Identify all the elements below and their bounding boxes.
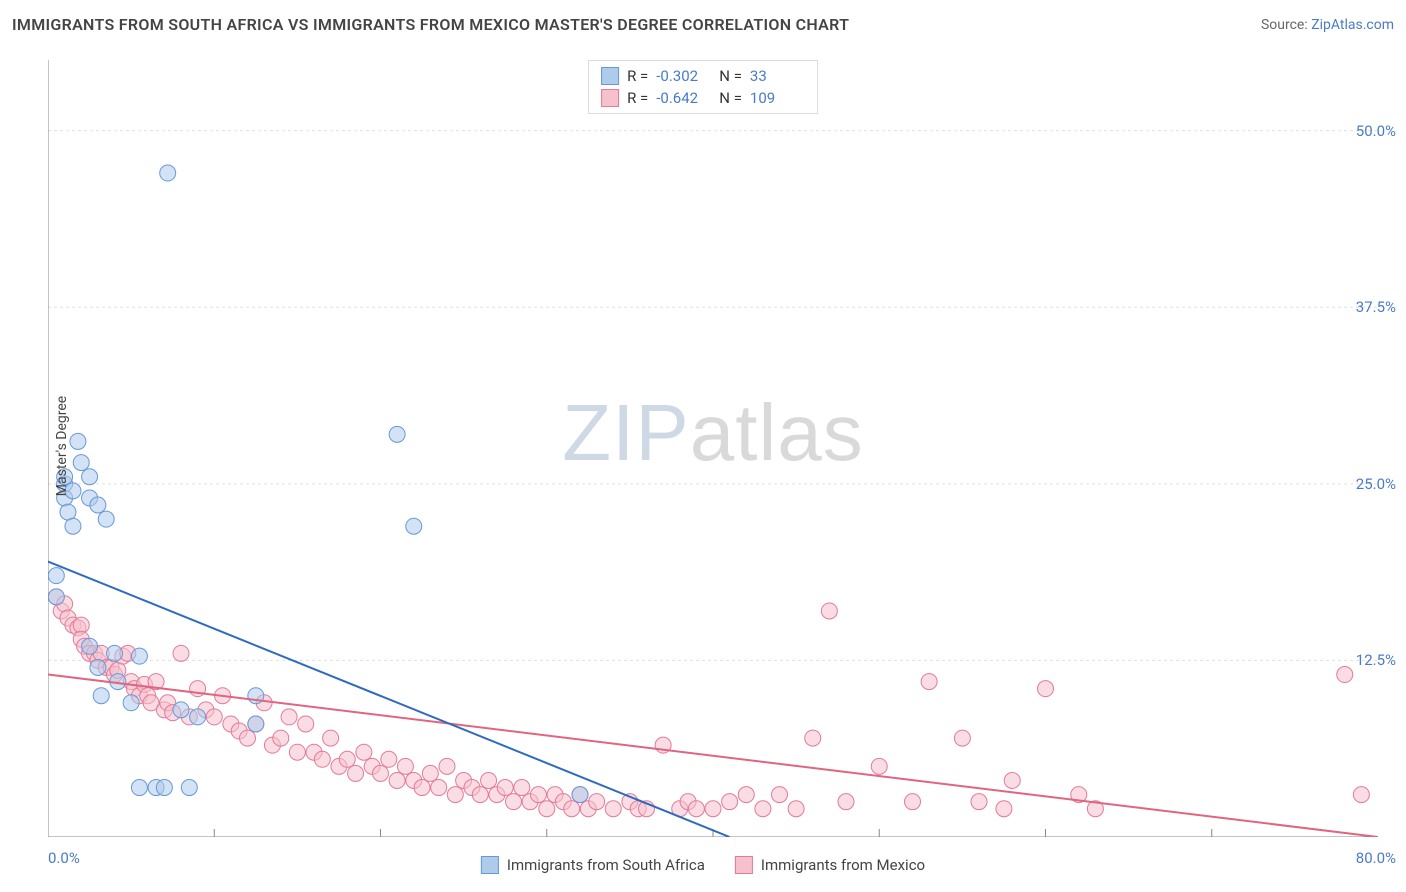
correlation-legend: R = -0.302 N = 33 R = -0.642 N = 109	[588, 60, 818, 114]
x-tick-label: 0.0%	[48, 849, 80, 867]
y-tick-label: 25.0%	[1356, 475, 1396, 493]
correlation-row-2: R = -0.642 N = 109	[601, 87, 805, 109]
y-axis-label: Master's Degree	[54, 396, 70, 496]
series-legend: Immigrants from South Africa Immigrants …	[481, 856, 925, 874]
r-value: -0.302	[656, 65, 711, 87]
x-tick-label: 80.0%	[1356, 849, 1396, 867]
r-label: R =	[627, 87, 648, 109]
y-tick-label: 12.5%	[1356, 651, 1396, 669]
plot-area: ZIPatlas	[48, 60, 1378, 837]
y-tick-label: 37.5%	[1356, 298, 1396, 316]
legend-label: Immigrants from Mexico	[761, 856, 925, 874]
n-label: N =	[719, 65, 742, 87]
source-attribution: Source: ZipAtlas.com	[1261, 17, 1394, 33]
scatter-chart	[48, 60, 1378, 837]
r-label: R =	[627, 65, 648, 87]
legend-label: Immigrants from South Africa	[507, 856, 705, 874]
swatch-icon	[601, 89, 619, 107]
swatch-icon	[481, 856, 499, 874]
correlation-row-1: R = -0.302 N = 33	[601, 65, 805, 87]
legend-item-2: Immigrants from Mexico	[735, 856, 925, 874]
n-label: N =	[719, 87, 742, 109]
swatch-icon	[601, 67, 619, 85]
source-label: Source:	[1261, 17, 1308, 33]
source-link[interactable]: ZipAtlas.com	[1311, 17, 1394, 33]
legend-item-1: Immigrants from South Africa	[481, 856, 705, 874]
y-tick-label: 50.0%	[1356, 122, 1396, 140]
n-value: 109	[750, 87, 805, 109]
r-value: -0.642	[656, 87, 711, 109]
swatch-icon	[735, 856, 753, 874]
chart-title: IMMIGRANTS FROM SOUTH AFRICA VS IMMIGRAN…	[12, 15, 849, 34]
n-value: 33	[750, 65, 805, 87]
